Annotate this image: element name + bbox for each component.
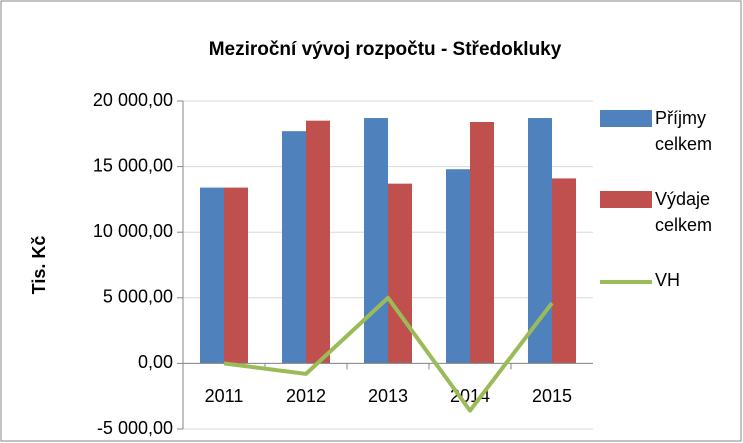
legend-label: Příjmy celkem bbox=[655, 108, 713, 154]
legend-label: Výdaje celkem bbox=[655, 189, 713, 235]
bar bbox=[470, 121, 494, 364]
y-tick-label: 20 000,00 bbox=[93, 90, 173, 110]
bar bbox=[364, 118, 388, 364]
y-tick-label: 0,00 bbox=[138, 352, 173, 372]
x-tick-label: 2011 bbox=[205, 386, 244, 406]
x-tick-label: 2012 bbox=[286, 386, 326, 406]
y-tick-label: 15 000,00 bbox=[93, 155, 173, 175]
bar bbox=[552, 178, 576, 364]
x-tick-label: 2014 bbox=[450, 386, 490, 406]
legend-swatch bbox=[600, 110, 652, 127]
bar bbox=[388, 183, 412, 364]
y-tick-label: 5 000,00 bbox=[103, 287, 173, 307]
chart-title: Meziroční vývoj rozpočtu - Středokluky bbox=[209, 39, 562, 60]
y-axis-label: Tis. Kč bbox=[29, 236, 49, 295]
bar bbox=[224, 187, 248, 364]
y-tick-label: -5 000,00 bbox=[97, 418, 173, 438]
bar bbox=[528, 118, 552, 364]
legend-swatch bbox=[600, 191, 652, 208]
bar bbox=[306, 120, 330, 364]
x-tick-label: 2015 bbox=[532, 386, 572, 406]
legend-label: VH bbox=[655, 270, 681, 290]
bar bbox=[446, 169, 470, 364]
x-tick-label: 2013 bbox=[368, 386, 408, 406]
y-tick-label: 10 000,00 bbox=[93, 221, 173, 241]
bar bbox=[282, 131, 306, 364]
line-series bbox=[223, 295, 554, 413]
bar bbox=[200, 187, 224, 364]
